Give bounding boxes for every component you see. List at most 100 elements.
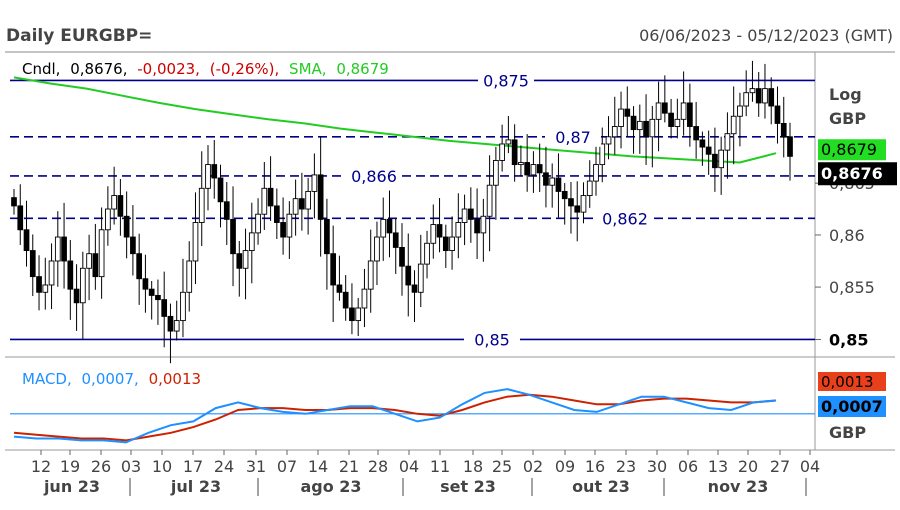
candle-body xyxy=(280,222,286,238)
candle-body xyxy=(636,120,643,131)
candle-body xyxy=(180,291,186,322)
x-tick-label: 31 xyxy=(246,457,266,476)
candle-body xyxy=(668,112,674,127)
candle-body xyxy=(417,263,424,293)
candle-body xyxy=(449,236,455,252)
candle-body xyxy=(42,284,49,293)
candle-body xyxy=(67,260,74,290)
candle-body xyxy=(386,218,393,234)
candle-body xyxy=(611,126,618,138)
x-tick-label: 04 xyxy=(800,457,820,476)
x-tick-label: 27 xyxy=(770,457,790,476)
candle-body xyxy=(292,198,299,215)
candle-body xyxy=(718,149,725,169)
candle-body xyxy=(467,208,474,220)
candle-body xyxy=(436,224,443,238)
candle-body xyxy=(255,213,261,234)
candle-body xyxy=(762,88,768,104)
candle-body xyxy=(424,242,430,265)
month-label: out 23 xyxy=(572,477,630,496)
level-label: 0,875 xyxy=(483,71,529,90)
candle-body xyxy=(192,222,199,262)
candle-body xyxy=(530,164,537,176)
candle-body xyxy=(117,195,124,217)
candle-body xyxy=(511,139,518,166)
candle-body xyxy=(743,92,750,107)
candle-body xyxy=(699,139,706,148)
price-tag-box xyxy=(818,162,897,186)
candle-body xyxy=(574,205,581,213)
candle-body xyxy=(774,105,781,124)
candle-body xyxy=(755,88,762,104)
sma-tag-box xyxy=(818,139,886,161)
level-label-bg xyxy=(478,69,534,91)
candle-body xyxy=(787,136,793,157)
candle-body xyxy=(105,208,111,231)
macd-currency-label: GBP xyxy=(829,423,866,442)
candle-body xyxy=(242,250,249,269)
candle-body xyxy=(248,232,255,252)
candle-body xyxy=(705,146,712,155)
candle-body xyxy=(29,250,36,278)
candle-body xyxy=(367,260,374,290)
candle-body xyxy=(161,299,168,317)
candle-body xyxy=(630,115,637,131)
candle-body xyxy=(17,205,24,231)
candle-body xyxy=(737,105,743,117)
macd-legend-value: 0,0007, xyxy=(82,370,139,388)
level-label: 0,87 xyxy=(555,128,591,147)
x-tick-label: 12 xyxy=(31,457,51,476)
candle-body xyxy=(261,187,268,215)
candle-body xyxy=(380,218,387,238)
candle-body xyxy=(198,187,205,223)
x-tick-label: 19 xyxy=(60,457,80,476)
candle-body xyxy=(712,153,718,169)
macd-signal-tag-box xyxy=(818,372,886,391)
candle-body xyxy=(374,236,380,262)
candle-body xyxy=(355,307,362,322)
x-tick-label: 16 xyxy=(585,457,605,476)
candle-body xyxy=(267,187,274,207)
candle-body xyxy=(780,122,787,138)
y-tick-label: 0,855 xyxy=(829,278,875,297)
candle-body xyxy=(649,118,656,138)
x-tick-label: 07 xyxy=(277,457,297,476)
month-label: nov 23 xyxy=(708,477,769,496)
x-tick-label: 26 xyxy=(91,457,111,476)
candle-body xyxy=(474,218,480,234)
candle-body xyxy=(580,195,587,213)
candle-body xyxy=(430,224,437,244)
candle-body xyxy=(211,164,218,179)
candle-body xyxy=(411,284,418,293)
candle-body xyxy=(480,215,487,234)
month-label: ago 23 xyxy=(300,477,361,496)
level-label: 0,866 xyxy=(351,167,397,186)
sma-tag: 0,8679 xyxy=(821,140,877,159)
candle-body xyxy=(593,164,599,182)
price-tag: 0,8676 xyxy=(821,164,883,183)
candle-body xyxy=(361,288,368,309)
macd-signal-tag: 0,0013 xyxy=(821,373,874,391)
candle-body xyxy=(54,236,61,262)
candle-body xyxy=(568,198,574,207)
candle-body xyxy=(392,232,399,248)
candle-body xyxy=(299,198,305,210)
candle-body xyxy=(543,172,549,186)
candle-body xyxy=(79,267,86,304)
chart-title: Daily EURGBP= xyxy=(6,26,152,46)
y-tick-label: 0,86 xyxy=(829,226,865,245)
x-tick-label: 17 xyxy=(183,457,203,476)
candle-body xyxy=(230,218,236,255)
x-tick-label: 20 xyxy=(738,457,758,476)
candle-body xyxy=(442,236,449,252)
candle-body xyxy=(236,253,243,269)
candle-body xyxy=(655,102,662,120)
legend-sma-label: SMA, xyxy=(289,60,327,78)
x-tick-label: 28 xyxy=(368,457,388,476)
candle-body xyxy=(286,213,293,238)
date-range: 06/06/2023 - 05/12/2023 (GMT) xyxy=(639,26,893,45)
level-label-bg xyxy=(464,328,520,350)
candle-body xyxy=(273,205,280,223)
x-tick-label: 03 xyxy=(121,457,141,476)
